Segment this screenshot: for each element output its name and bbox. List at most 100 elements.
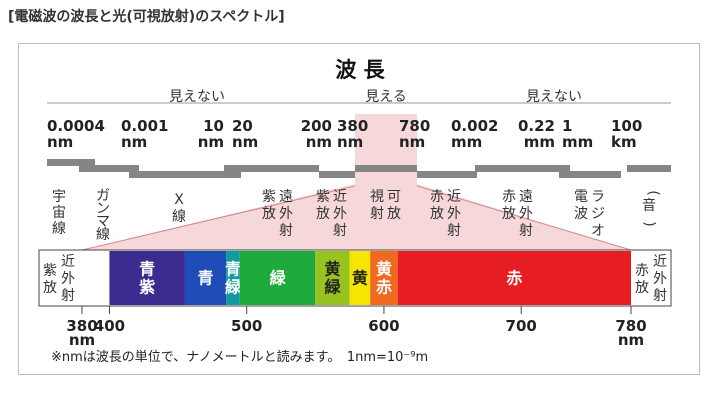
band-label-char: 赤	[502, 189, 516, 205]
bottom-tick-label: 400	[94, 317, 125, 335]
range-bar-far-ir	[475, 165, 570, 172]
band-label-cosmic: 宇 宙 線	[52, 189, 66, 237]
top-tick: 380 nm	[337, 117, 368, 151]
top-tick-value: 380	[337, 117, 368, 135]
top-tick-unit: nm	[232, 133, 258, 151]
top-tick-unit: nm	[47, 133, 73, 151]
bottom-tick-label: 500	[231, 317, 262, 335]
bottom-tick-label: 700	[506, 317, 537, 335]
funnel-edge-left	[81, 185, 356, 251]
spectrum-segment-label: 緑	[270, 269, 287, 288]
spectrum-bar: 青紫青青緑緑黄緑黄黄赤赤 紫 近 放 外 射 赤 近 放 外 射	[38, 249, 672, 307]
top-tick-value: 0.22	[518, 117, 555, 135]
band-label-char: 放	[430, 206, 444, 222]
invisible-right-label: 見えない	[526, 89, 582, 105]
top-tick: 200 nm	[301, 117, 332, 151]
band-label-char: 外	[519, 206, 533, 222]
band-label-visible: 視 可 射 放	[370, 189, 401, 222]
range-bar-xray	[129, 171, 241, 178]
spectrum-segment-label: 赤	[506, 269, 522, 288]
spectrum-segment-label: 青	[225, 260, 241, 279]
top-tick-unit: nm	[337, 133, 363, 151]
top-tick-unit: km	[611, 133, 637, 151]
band-label-char: 射	[279, 223, 293, 239]
spectrum-segment-青紫	[109, 251, 185, 305]
band-label-sound: ( 音 )	[641, 190, 661, 226]
range-bars	[47, 159, 671, 178]
band-label-char: X	[174, 192, 184, 208]
range-bar-gamma	[79, 165, 139, 172]
top-tick-value: 1	[562, 117, 572, 135]
side-label-char: 放	[635, 280, 649, 296]
top-scale: 0.0004 nm 0.001 nm 10 nm 20 nm 200 nm 38…	[47, 117, 642, 151]
range-bar-visible	[355, 165, 417, 172]
band-label-char: 外	[279, 206, 293, 222]
band-label-char: 宙	[52, 205, 66, 221]
spectrum-left-label: 紫 近 放 外 射	[43, 254, 75, 304]
band-label-char: 遠	[279, 189, 293, 205]
side-label-char: 外	[61, 271, 75, 287]
band-label-char: 線	[96, 227, 110, 243]
spectrum-segment-黄緑	[315, 251, 350, 305]
side-label-char: 紫	[43, 263, 57, 279]
band-label-char: 赤	[430, 189, 444, 205]
band-labels: 宇 宙 線 ガ ン マ 線 X 線 紫 遠 放 外 射 紫	[52, 188, 661, 243]
invisible-left-label: 見えない	[169, 89, 225, 105]
band-label-char: オ	[591, 223, 605, 239]
top-tick-unit: nm	[121, 133, 147, 151]
band-label-char: 宇	[52, 189, 66, 205]
spectrum-panel: 波 長 見えない 見える 見えない 0.0004 nm 0.001 nm 10 …	[18, 43, 700, 375]
band-label-far-ir: 赤 遠 放 外 射	[502, 189, 533, 239]
band-label-char: 射	[447, 223, 461, 239]
range-bar-far-uv	[224, 165, 319, 172]
band-label-far-uv: 紫 遠 放 外 射	[262, 189, 293, 239]
band-label-char: 放	[387, 206, 401, 222]
panel-title: 波 長	[335, 58, 385, 82]
spectrum-segment-青	[184, 251, 227, 305]
spectrum-segment-label: 黄	[324, 260, 340, 279]
band-label-char: 射	[519, 223, 533, 239]
top-tick: 100 km	[611, 117, 642, 151]
bottom-tick-label: 780	[615, 317, 646, 335]
top-tick-value: 100	[611, 117, 642, 135]
top-tick-unit: nm	[198, 133, 224, 151]
spectrum-segment-緑	[239, 251, 316, 305]
range-bar-cosmic	[47, 159, 95, 166]
side-label-char: 近	[61, 254, 75, 270]
band-label-char: 音	[642, 197, 656, 214]
spectrum-segments: 青紫青青緑緑黄緑黄黄赤赤	[109, 251, 631, 305]
band-label-char: 視	[370, 189, 384, 205]
side-label-char: 放	[43, 280, 57, 296]
spectrum-segment-赤	[397, 251, 631, 305]
band-label-char: 射	[370, 206, 384, 222]
top-tick-value: 10	[203, 117, 224, 135]
band-label-char: 波	[574, 206, 588, 222]
range-bar-near-uv	[319, 171, 355, 178]
spectrum-segment-label: 緑	[324, 278, 341, 297]
spectrum-segment-label: 緑	[225, 278, 242, 297]
band-label-char: ガ	[96, 188, 110, 204]
side-label-char: 射	[61, 288, 75, 304]
band-label-char: 電	[574, 189, 588, 205]
range-bar-sound	[627, 165, 671, 172]
spectrum-segment-label: 赤	[376, 278, 392, 297]
band-label-char: 外	[447, 206, 461, 222]
spectrum-segment-label: 青	[198, 269, 214, 288]
spectrum-segment-label: 黄	[352, 269, 368, 288]
side-label-char: 射	[653, 288, 667, 304]
bottom-tick-unit: nm	[618, 331, 644, 349]
top-tick: 0.002 mm	[451, 117, 498, 151]
top-tick: 10 nm	[198, 117, 224, 151]
band-label-radio: 電 波 ラ ジ オ	[574, 189, 605, 239]
top-tick: 1 mm	[562, 117, 593, 151]
band-label-char: ン	[96, 201, 110, 217]
band-label-char: 紫	[262, 189, 276, 205]
side-label-char: 外	[653, 271, 667, 287]
top-tick-value: 0.002	[451, 117, 498, 135]
band-label-char: 外	[333, 206, 347, 222]
spectrum-segment-label: 紫	[139, 278, 155, 297]
visible-label: 見える	[365, 89, 407, 105]
band-label-char: ラ	[591, 189, 605, 205]
spectrum-segment-label: 黄	[376, 260, 392, 279]
